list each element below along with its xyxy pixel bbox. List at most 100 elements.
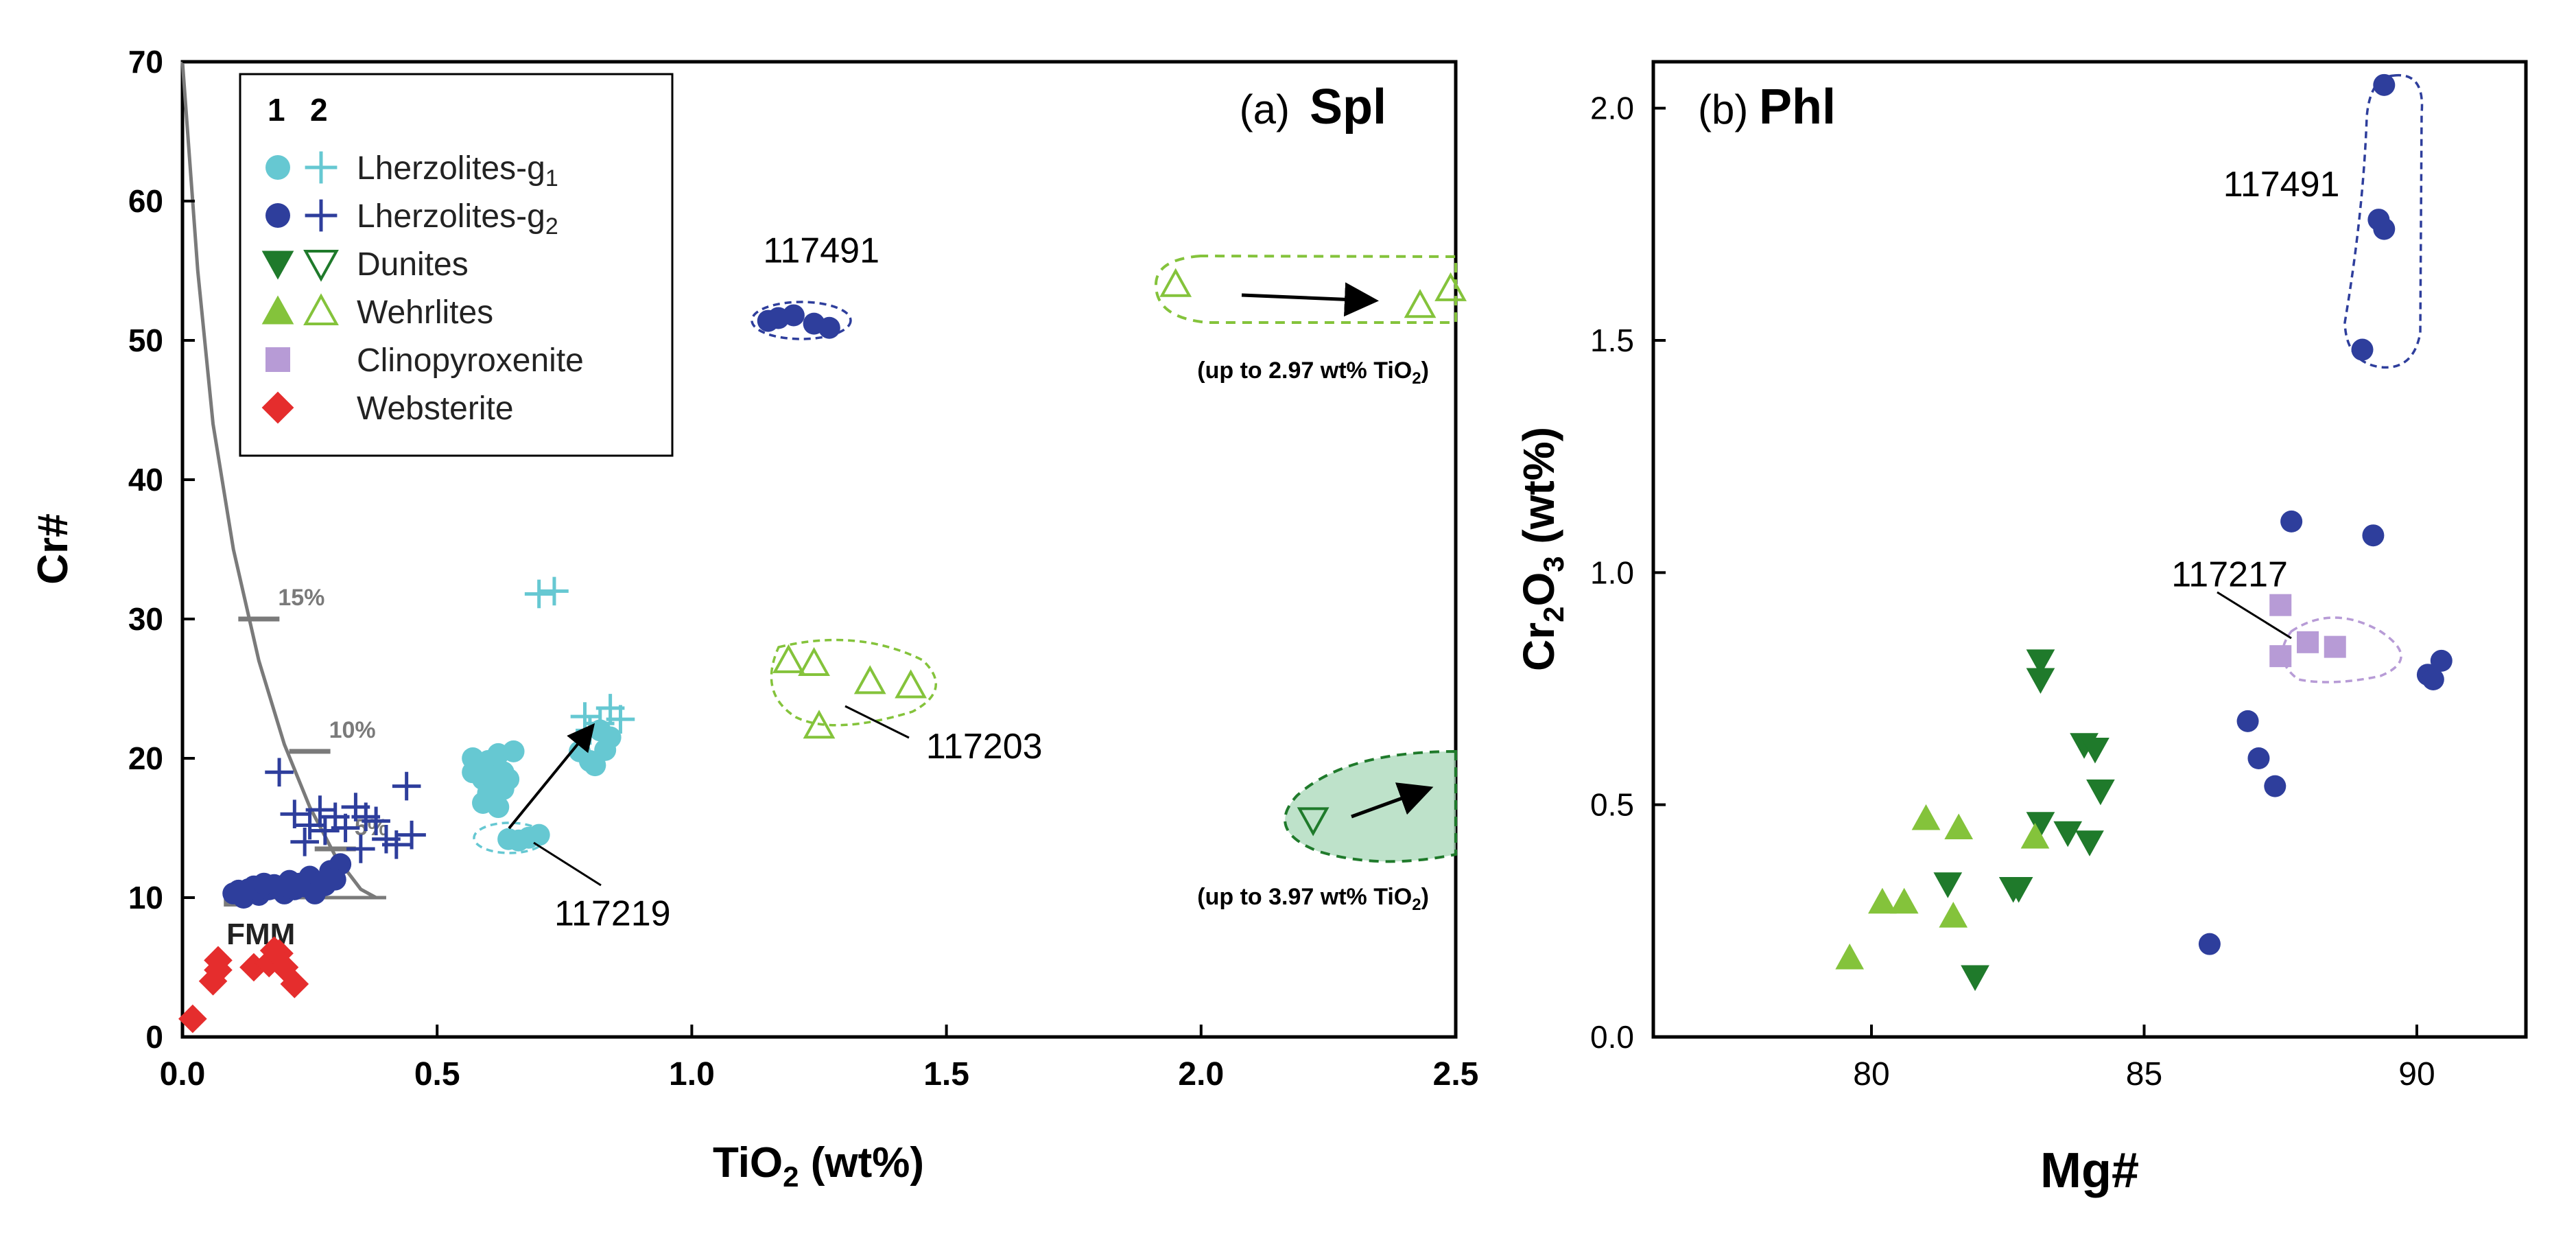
- legend-symbol-1: [261, 295, 294, 325]
- point-wehrlites-2: [803, 710, 836, 739]
- point-lherzolites-g2-1: [818, 316, 840, 339]
- point-b-wehrlites-1: [1911, 804, 1941, 830]
- x-axis-label-b: Mg#: [2040, 1143, 2139, 1198]
- axis-ticks-b: 80 85 90 0.0 0.5 1.0 1.5 2.0: [1590, 91, 2435, 1093]
- y-axis-label-b: Cr2O3 (wt%): [1514, 427, 1570, 671]
- point-b-wehrlites-1: [1868, 887, 1897, 914]
- point-b-lherzolites-g2-1: [2236, 710, 2259, 732]
- y-tick-label-b: 0.5: [1590, 787, 1634, 823]
- sample-117491-outline: [751, 301, 852, 340]
- panel-a-mineral: Spl: [1310, 80, 1386, 135]
- point-lherzolites-g2-1: [268, 875, 291, 898]
- legend-entry-websterite: Websterite: [261, 390, 514, 427]
- annotation-sample-id: 117203: [926, 727, 1043, 767]
- legend-col-2-header: 2: [310, 92, 328, 128]
- point-lherzolites-g2-1: [324, 868, 346, 891]
- point-b-wehrlites-1: [1944, 813, 1974, 839]
- point-b-lherzolites-g2-1: [2430, 649, 2453, 672]
- point-lherzolites-g2-2: [397, 820, 426, 850]
- legend-symbol-2: [303, 250, 339, 282]
- wehrlite-region-upper: [1154, 254, 1457, 324]
- point-lherzolites-g1-1: [599, 726, 622, 749]
- point-b-dunites-1: [2075, 830, 2104, 856]
- y-tick-label-a: 10: [128, 880, 163, 915]
- point-b-wehrlites-1: [1889, 887, 1919, 914]
- annotation-note: (up to 3.97 wt% TiO2): [1197, 884, 1429, 914]
- point-b-lherzolites-g2-1: [2373, 218, 2396, 240]
- y-tick-label-a: 40: [128, 462, 163, 498]
- y-tick-label-a: 0: [145, 1019, 163, 1055]
- annotation-sample-id: 117219: [554, 894, 671, 934]
- point-b-dunites-1: [1961, 965, 1989, 992]
- leader-117219: [533, 841, 602, 887]
- x-tick-label-a: 0.0: [160, 1056, 206, 1093]
- x-tick-label-b: 80: [1853, 1056, 1889, 1093]
- plot-frame-a: [180, 60, 1458, 1039]
- annotation-sample-id-b: 117217: [2171, 555, 2288, 595]
- point-b-lherzolites-g2-1: [2351, 338, 2374, 361]
- point-wehrlites-2: [1434, 272, 1467, 301]
- point-b-wehrlites-1: [1835, 943, 1865, 970]
- point-lherzolites-g2-2: [265, 758, 294, 787]
- y-tick-label-a: 20: [128, 740, 163, 776]
- point-lherzolites-g2-2: [362, 806, 390, 836]
- point-lherzolites-g2-2: [311, 816, 340, 845]
- point-b-clinopyroxenite-1: [2269, 594, 2292, 616]
- panel-a-label: (a): [1240, 86, 1290, 132]
- point-wehrlites-2: [1404, 289, 1437, 318]
- arrows-a: [508, 282, 1434, 887]
- melting-tick-label: 15%: [278, 585, 324, 611]
- point-b-lherzolites-g2-1: [2280, 510, 2303, 533]
- leader-117217: [2217, 591, 2292, 640]
- x-tick-label-a: 2.5: [1433, 1056, 1479, 1093]
- point-websterite-1: [204, 946, 233, 975]
- sample-117217-outline: [2281, 616, 2402, 684]
- x-tick-label-a: 1.0: [669, 1056, 715, 1093]
- annotation-sample-id-b: 117491: [2223, 165, 2340, 205]
- legend-label: Lherzolites-g1: [357, 150, 558, 191]
- chart-panel-b: 117491 117217 80 85 90 0.0 0.5 1.0 1.5 2.0 (b) P…: [1514, 60, 2528, 1198]
- point-lherzolites-g1-1: [528, 824, 550, 846]
- point-wehrlites-2: [853, 665, 886, 694]
- point-b-clinopyroxenite-1: [2297, 631, 2319, 653]
- x-tick-label-a: 2.0: [1178, 1056, 1224, 1093]
- legend-symbol-2: [305, 199, 338, 232]
- point-b-dunites-1: [1933, 872, 1963, 898]
- point-dunites-2: [1297, 807, 1330, 837]
- legend-entry-lherzolites-g1: Lherzolites-g1: [265, 150, 558, 191]
- y-tick-label-b: 1.5: [1590, 323, 1634, 358]
- legend-symbol-1: [261, 250, 294, 280]
- y-tick-label-b: 1.0: [1590, 554, 1634, 590]
- x-tick-label-b: 90: [2398, 1056, 2435, 1093]
- sample-117203-outline: [770, 638, 937, 727]
- point-lherzolites-g1-2: [606, 705, 635, 734]
- point-lherzolites-g1-1: [472, 791, 495, 814]
- point-b-lherzolites-g2-1: [2362, 524, 2385, 547]
- trend-arrow-117219: [508, 723, 595, 830]
- plot-frame-b: [1651, 60, 2528, 1039]
- point-lherzolites-g1-1: [497, 828, 520, 850]
- point-b-dunites-1: [2086, 779, 2115, 806]
- legend-symbol-1: [265, 203, 290, 228]
- annotations-b: 117491 117217: [2171, 165, 2339, 594]
- point-b-wehrlites-1: [1939, 902, 1968, 928]
- melting-tick-label: 10%: [329, 717, 376, 743]
- legend-symbol-1: [261, 391, 294, 424]
- legend-symbol-1: [265, 155, 290, 180]
- legend-label: Websterite: [357, 390, 514, 427]
- legend-symbol-2: [305, 151, 338, 184]
- point-lherzolites-g2-1: [227, 879, 250, 902]
- point-lherzolites-g2-1: [782, 304, 805, 327]
- data-points-a: [178, 268, 1467, 1033]
- point-wehrlites-2: [1159, 268, 1192, 297]
- point-b-lherzolites-g2-1: [2247, 747, 2270, 769]
- point-wehrlites-2: [772, 644, 805, 673]
- legend-symbol-2: [303, 293, 339, 325]
- annotations-a: 117491 117203 117219 (up to 2.97 wt% TiO2) (…: [554, 231, 1429, 933]
- point-lherzolites-g1-1: [584, 754, 606, 777]
- point-b-dunites-1: [2026, 668, 2055, 694]
- y-tick-label-a: 70: [128, 44, 163, 80]
- point-lherzolites-g2-2: [346, 834, 375, 863]
